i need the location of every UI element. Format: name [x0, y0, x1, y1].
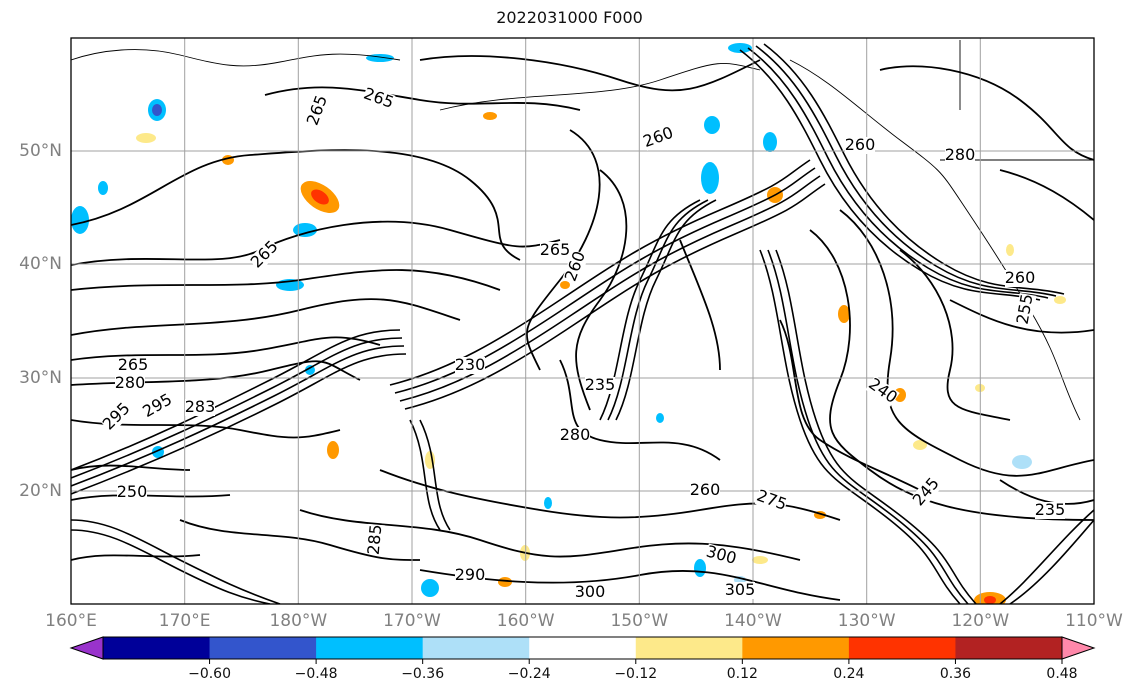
colorbar-segment [209, 637, 317, 659]
lon-label: 160°W [496, 611, 555, 631]
contour-label-bg [115, 375, 145, 392]
contour-label: 265 [540, 240, 571, 259]
colorbar-extend-low [69, 636, 104, 660]
colorbar [69, 636, 1096, 664]
contour-label: 260 [845, 135, 876, 154]
jet-contours [71, 43, 1094, 604]
lat-label: 20°N [19, 481, 62, 501]
contour-label-bg [365, 523, 386, 556]
contour-label-bg [455, 567, 485, 584]
colorbar-tick-label: −0.60 [188, 666, 231, 682]
lon-label: 120°W [951, 611, 1010, 631]
contour-label: 305 [725, 580, 756, 599]
lat-label: 40°N [19, 254, 62, 274]
colorbar-tick-label: 0.12 [726, 666, 758, 682]
contour-label-bg [304, 93, 331, 128]
contour-label-bg [1014, 292, 1037, 326]
lon-label: 140°W [724, 611, 782, 631]
contour-label-bg [248, 238, 282, 272]
contour-label: 230 [455, 355, 486, 374]
contour-label-bg [704, 543, 738, 568]
contour-label: 250 [117, 482, 148, 501]
colorbar-segment [635, 637, 743, 659]
colorbar-tick-label: −0.24 [507, 666, 551, 682]
lat-label: 30°N [19, 368, 62, 388]
contour-label: 300 [575, 582, 606, 601]
contour-label-bg [1005, 270, 1035, 287]
contour-label-bg [361, 85, 396, 112]
lon-label: 130°W [837, 611, 896, 631]
lon-label: 170°W [383, 611, 441, 631]
lon-label: 180°W [269, 611, 328, 631]
contour-label: 280 [115, 373, 146, 392]
colorbar-segment [422, 637, 530, 659]
contour-label-bg [575, 584, 605, 601]
contour-label-bg [910, 475, 943, 510]
contour-label-bg [845, 137, 875, 154]
contour-label-bg [117, 484, 147, 501]
contour-label-bg [540, 242, 570, 259]
colorbar-extend-high [1061, 636, 1096, 660]
colorbar-tick-label: −0.12 [614, 666, 658, 682]
map-frame [70, 37, 1095, 605]
lat-label: 50°N [19, 141, 62, 161]
contour-label: 280 [945, 145, 976, 164]
colorbar-segment [316, 637, 424, 659]
contour-label-bg [585, 377, 615, 394]
contour-label-bg [140, 391, 175, 421]
contour-label-bg [562, 249, 589, 284]
contour-label: 235 [1035, 500, 1066, 519]
contour-label: 283 [185, 397, 216, 416]
colorbar-tick-label: 0.36 [939, 666, 972, 682]
contour-label: 280 [560, 425, 591, 444]
colorbar-tick-label: −0.36 [401, 666, 445, 682]
contour-label-bg [1035, 502, 1065, 519]
contour-label: 235 [585, 375, 616, 394]
height-contours [71, 55, 1094, 601]
colorbar-tick-label: 0.48 [1046, 666, 1078, 682]
contour-label: 260 [690, 480, 721, 499]
lon-label: 110°W [1065, 611, 1123, 631]
lon-label: 170°E [158, 611, 211, 631]
contour-label-bg [641, 124, 676, 151]
contour-label: 265 [118, 355, 149, 374]
contour-label-bg [185, 399, 215, 416]
colorbar-segment [529, 637, 637, 659]
contour-label-bg [754, 487, 789, 514]
contour-label: 260 [1005, 268, 1036, 287]
colorbar-outline [102, 636, 1063, 660]
contour-label-bg [725, 582, 755, 599]
contour-label-bg [560, 427, 590, 444]
colorbar-tick-label: −0.48 [294, 666, 338, 682]
contour-label: 285 [364, 523, 386, 555]
colorbar-segment [103, 637, 211, 659]
lon-label: 150°W [610, 611, 669, 631]
contour-label-bg [945, 147, 975, 164]
colorbar-segment [955, 637, 1063, 659]
lon-label: 160°E [45, 611, 97, 631]
contour-label: 290 [455, 565, 486, 584]
contour-label-bg [865, 375, 900, 407]
colorbar-segment [742, 637, 850, 659]
colorbar-segment [848, 637, 956, 659]
colorbar-tick-label: 0.24 [833, 666, 865, 682]
contour-label-bg [100, 400, 134, 434]
contour-label-bg [455, 357, 485, 374]
map-title: 2022031000 F000 [496, 8, 643, 27]
contour-label-bg [690, 482, 720, 499]
contour-label-bg [118, 357, 148, 374]
